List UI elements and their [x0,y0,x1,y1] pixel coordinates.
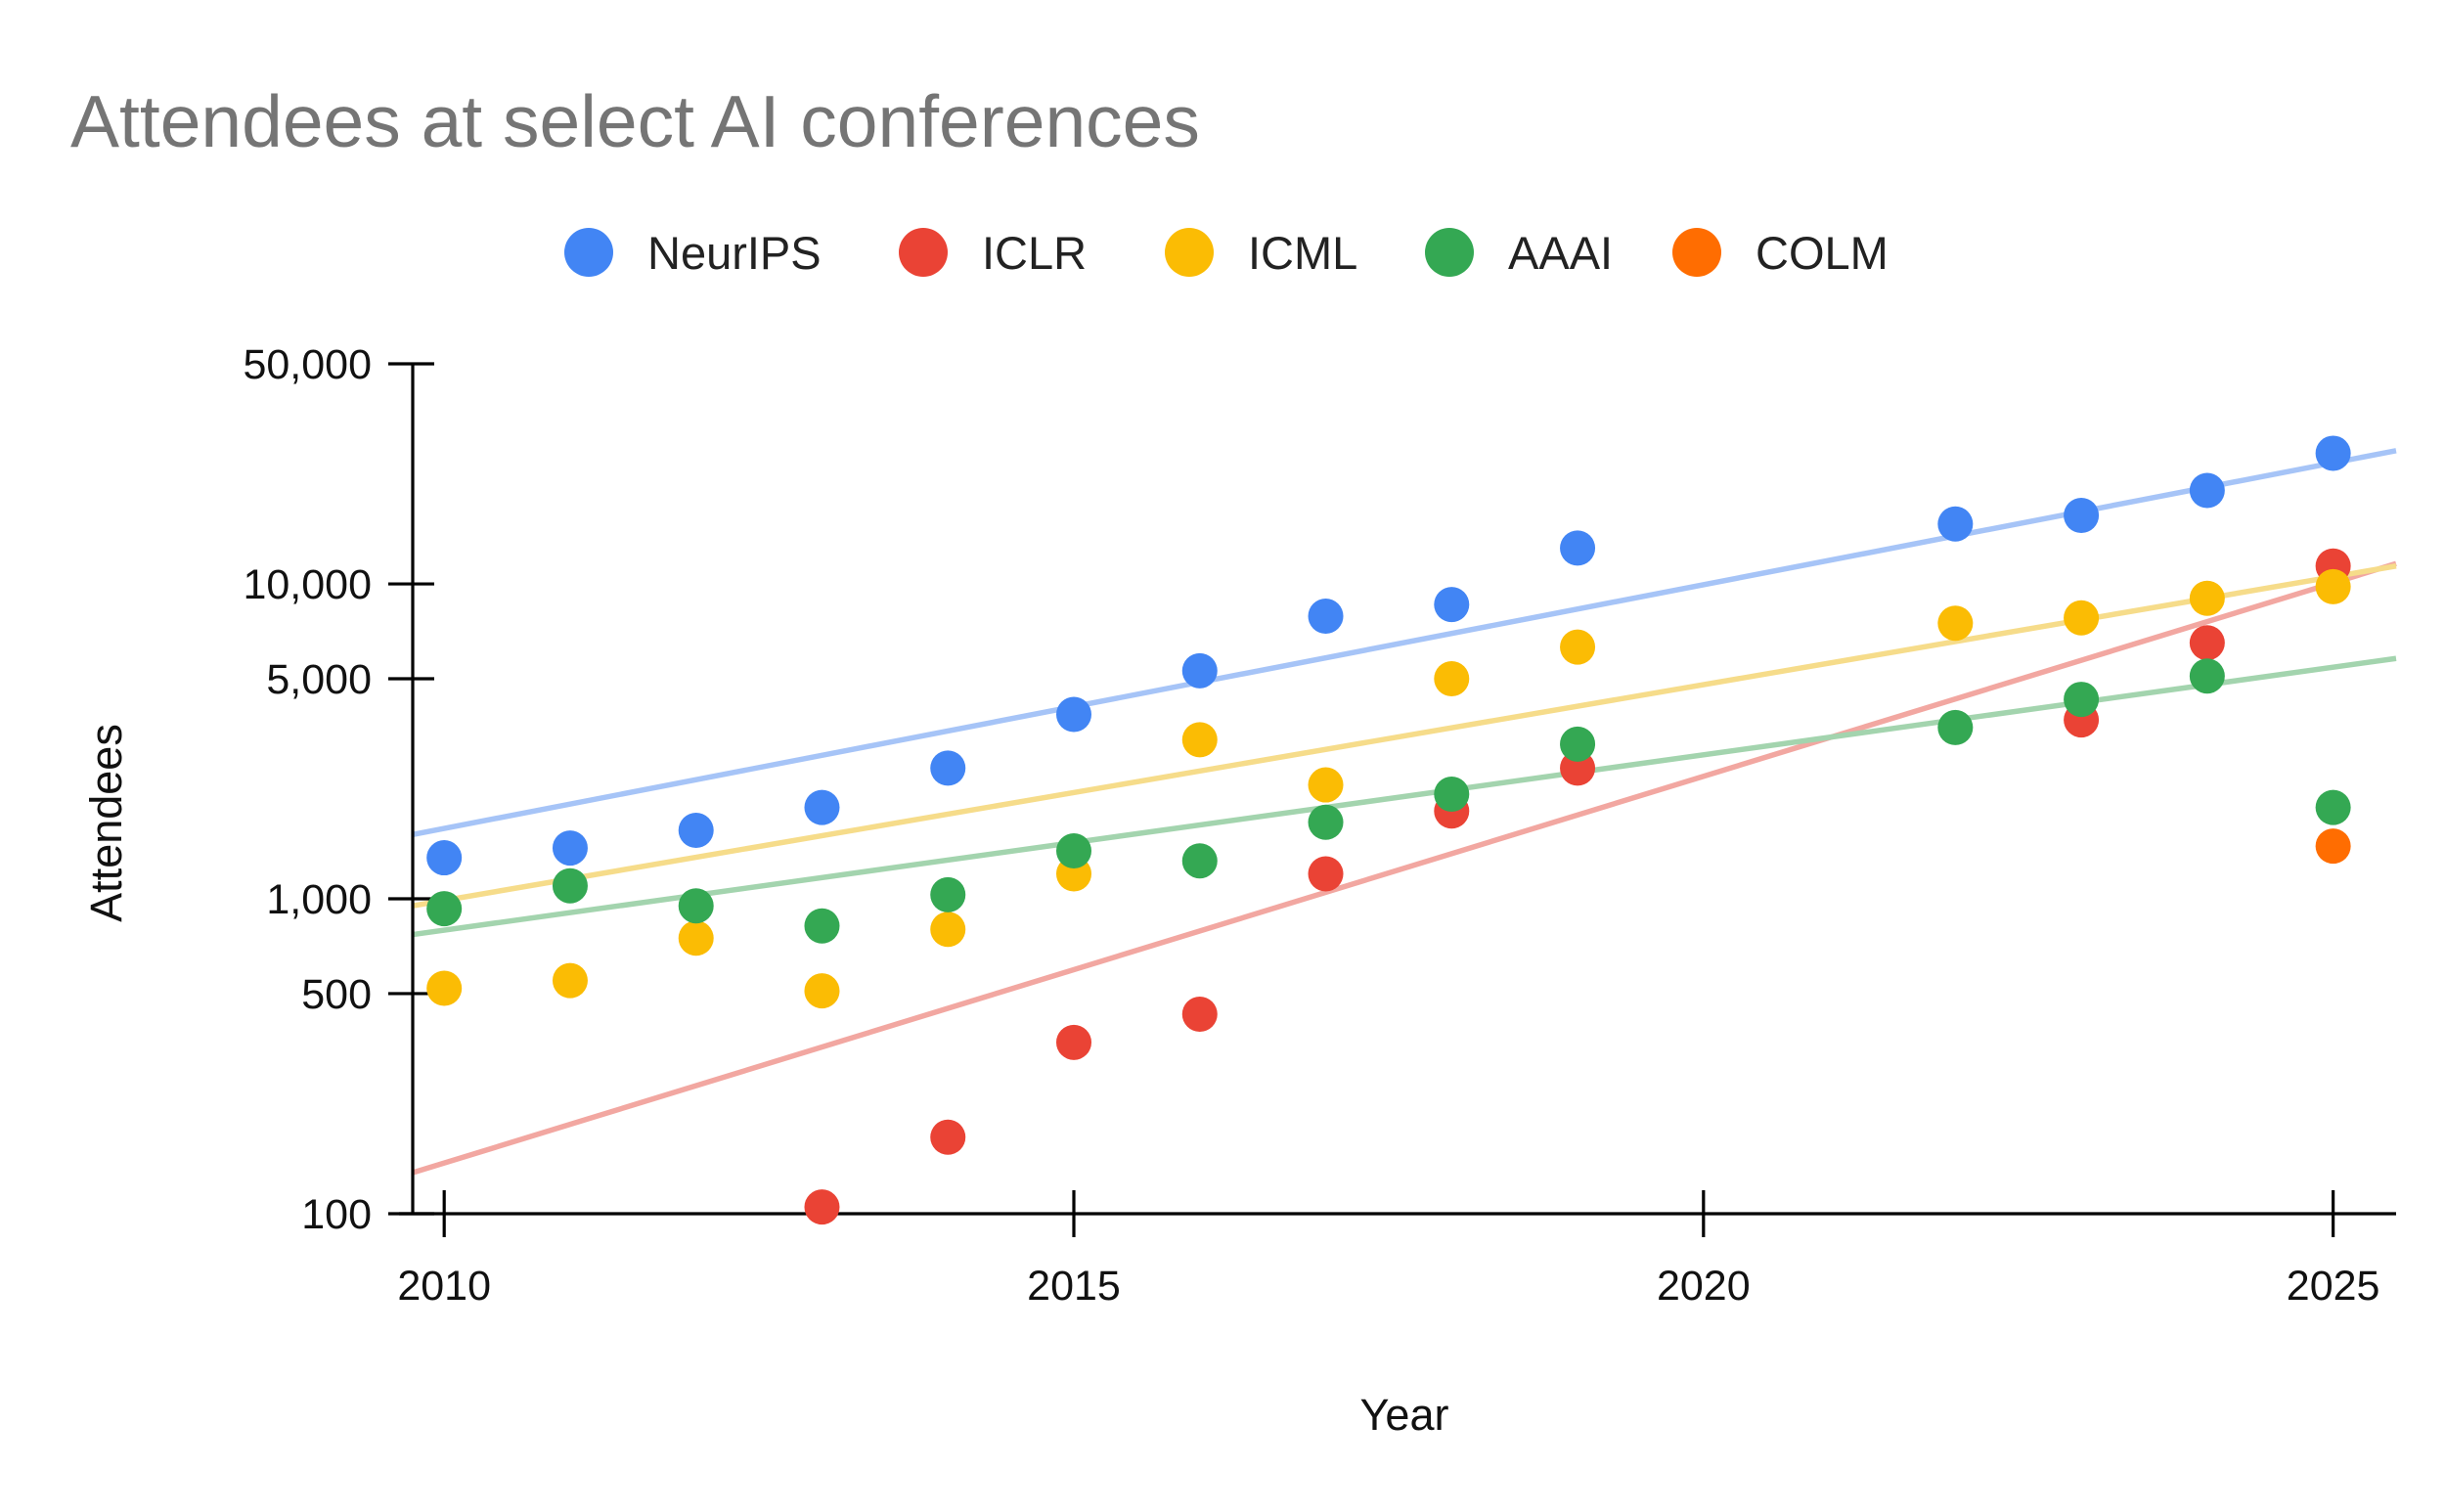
legend-marker [899,228,948,277]
y-tick-label: 10,000 [243,561,372,608]
data-point [1056,696,1091,733]
trendline-iclr [412,560,2397,1176]
data-points [426,435,2351,1225]
data-point [1056,832,1091,868]
series-neurips [426,435,2351,876]
data-point [1308,599,1344,635]
legend-label: ICML [1248,227,1357,279]
data-point [1181,652,1218,689]
data-point [426,891,463,927]
y-axis-title: Attendees [81,724,131,922]
data-point [2189,625,2225,661]
axes [399,364,2396,1216]
x-tick-label: 2020 [1657,1263,1751,1310]
legend-item-neurips: NeurIPS [564,227,822,279]
legend-marker [1672,228,1721,277]
data-point [2189,580,2225,616]
legend-item-colm: COLM [1672,227,1889,279]
y-tick-label: 100 [301,1191,372,1238]
data-point [930,1119,966,1155]
legend-marker [1425,228,1474,277]
data-point [2315,568,2351,604]
legend-label: ICLR [982,227,1087,279]
data-point [2064,498,2100,534]
data-point [552,962,588,999]
legend-label: AAAI [1508,227,1613,279]
data-point [804,908,840,944]
data-point [1937,506,1974,542]
legend-marker [564,228,613,277]
x-tick-label: 2010 [397,1263,491,1310]
data-point [2064,600,2100,636]
data-point [2315,435,2351,471]
data-point [1560,726,1596,762]
data-point [2315,789,2351,825]
data-point [930,750,966,786]
data-point [552,867,588,904]
data-point [804,789,840,825]
series-icml [426,568,2351,1009]
data-point [678,920,714,956]
data-point [1434,660,1470,696]
y-tick-label: 1,000 [266,876,372,923]
x-axis-title: Year [1360,1390,1449,1440]
data-point [1560,750,1596,786]
y-tick-label: 5,000 [266,656,372,703]
data-point [1181,843,1218,879]
x-tick-label: 2025 [2287,1263,2380,1310]
data-point [1937,709,1974,745]
series-colm [2315,828,2351,865]
data-point [552,830,588,867]
data-point [804,1189,840,1225]
data-point [1308,856,1344,892]
y-tick-label: 50,000 [243,341,372,388]
chart-title: Attendees at select AI conferences [70,80,1200,162]
y-tick-label: 500 [301,971,372,1018]
data-point [1308,804,1344,840]
data-point [1434,587,1470,623]
data-point [426,840,463,876]
data-point [1560,530,1596,566]
data-point [1181,722,1218,758]
data-point [678,813,714,849]
data-point [1181,997,1218,1033]
data-point [1560,629,1596,665]
data-point [2189,472,2225,509]
legend-marker [1165,228,1214,277]
data-point [426,970,463,1006]
legend-item-iclr: ICLR [899,227,1087,279]
legend-item-icml: ICML [1165,227,1357,279]
data-point [804,973,840,1009]
data-point [930,912,966,948]
data-point [2315,828,2351,865]
data-point [1937,605,1974,642]
data-point [1434,776,1470,812]
x-axis-ticks: 2010 2015 2020 2025 [397,1190,2379,1310]
legend-item-aaai: AAAI [1425,227,1613,279]
data-point [2189,658,2225,694]
x-tick-label: 2015 [1027,1263,1121,1310]
data-point [1056,1024,1091,1060]
data-point [2064,682,2100,718]
data-point [930,876,966,912]
data-point [678,888,714,924]
series-aaai [426,658,2351,944]
legend: NeurIPS ICLR ICML AAAI COLM [564,227,1889,279]
legend-label: NeurIPS [647,227,822,279]
data-point [1308,767,1344,803]
y-axis-ticks: 100 500 1,000 5,000 10,000 50,000 [243,341,434,1238]
legend-label: COLM [1756,227,1889,279]
